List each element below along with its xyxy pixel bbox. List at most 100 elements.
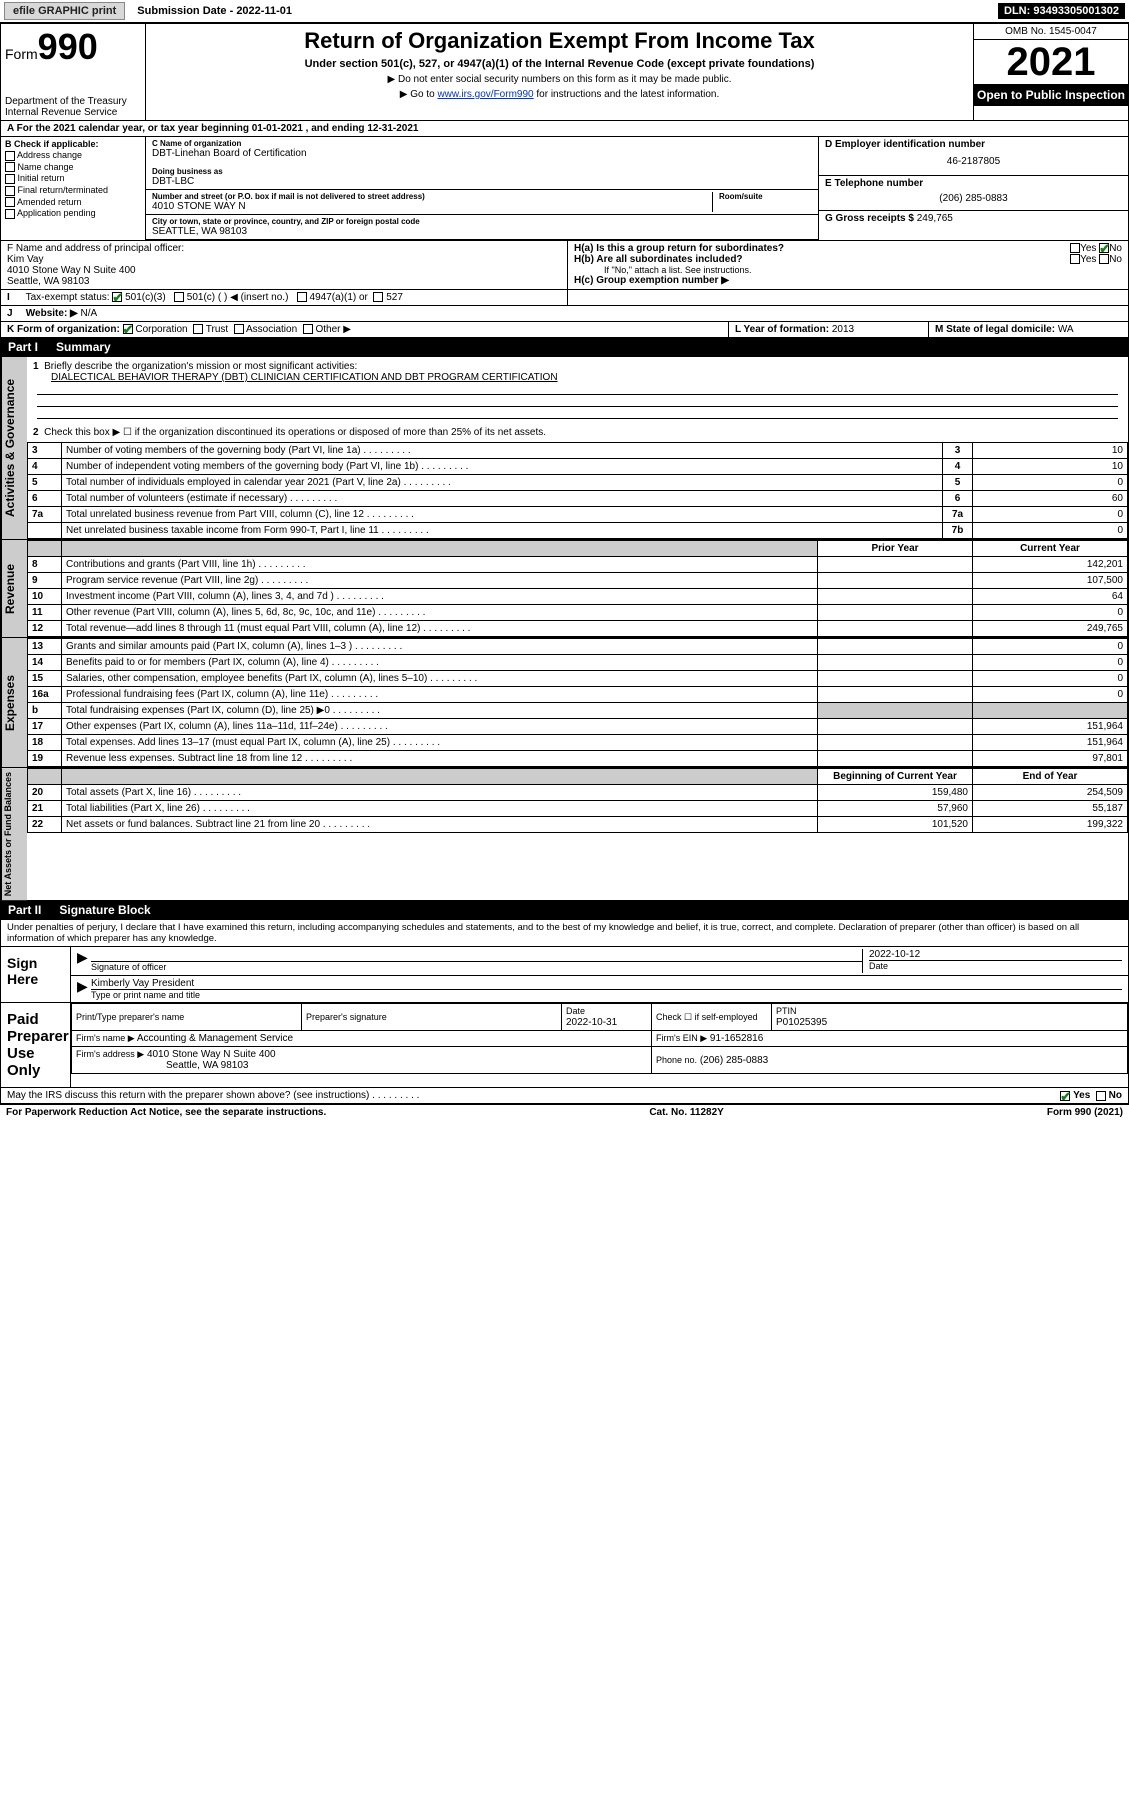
sign-here-label: Sign Here: [1, 947, 71, 1002]
firm-addr1: 4010 Stone Way N Suite 400: [147, 1049, 276, 1060]
firm-name: Accounting & Management Service: [137, 1033, 293, 1044]
line-desc: Benefits paid to or for members (Part IX…: [62, 655, 818, 671]
firm-addr2: Seattle, WA 98103: [76, 1060, 248, 1071]
line-desc: Total assets (Part X, line 16): [62, 785, 818, 801]
sig-arrow-icon-2: ▶: [77, 978, 91, 1000]
line-desc: Professional fundraising fees (Part IX, …: [62, 687, 818, 703]
lbl-initial-return: Initial return: [18, 173, 65, 183]
legal-domicile: WA: [1058, 324, 1074, 335]
current-value: 64: [973, 589, 1128, 605]
chk-name-change[interactable]: [5, 162, 15, 172]
form-title-block: Return of Organization Exempt From Incom…: [146, 24, 973, 120]
line-value: 0: [973, 475, 1128, 491]
signature-block: Under penalties of perjury, I declare th…: [0, 919, 1129, 1104]
lbl-application-pending: Application pending: [17, 208, 96, 218]
officer-name: Kim Vay: [7, 254, 561, 265]
phone-value: (206) 285-0883: [825, 189, 1122, 208]
form-note-1: ▶ Do not enter social security numbers o…: [152, 74, 967, 85]
part1-title: Summary: [56, 340, 111, 354]
expenses-block: Expenses 13 Grants and similar amounts p…: [0, 638, 1129, 768]
chk-initial-return[interactable]: [5, 174, 15, 184]
chk-trust[interactable]: [193, 324, 203, 334]
vlabel-revenue: Revenue: [1, 540, 27, 637]
current-value: 55,187: [973, 801, 1128, 817]
chk-ha-no[interactable]: [1099, 243, 1109, 253]
section-f: F Name and address of principal officer:…: [1, 241, 568, 289]
year-formation: 2013: [832, 324, 854, 335]
perjury-declaration: Under penalties of perjury, I declare th…: [1, 920, 1128, 946]
chk-discuss-no[interactable]: [1096, 1091, 1106, 1101]
prep-name-label: Print/Type preparer's name: [76, 1012, 184, 1022]
line-number: 18: [28, 735, 62, 751]
governance-block: Activities & Governance 1 Briefly descri…: [0, 356, 1129, 540]
efile-print-button[interactable]: efile GRAPHIC print: [4, 2, 125, 20]
sign-here-block: Sign Here ▶ Signature of officer 2022-10…: [1, 946, 1128, 1002]
current-value: 97,801: [973, 751, 1128, 767]
m-label: M State of legal domicile:: [935, 324, 1055, 335]
sig-date-value: 2022-10-12: [869, 949, 1122, 960]
chk-hb-yes[interactable]: [1070, 254, 1080, 264]
chk-discuss-yes[interactable]: [1060, 1091, 1070, 1101]
form-header: Form990 Department of the Treasury Inter…: [0, 23, 1129, 120]
current-value: 254,509: [973, 785, 1128, 801]
line-box: 5: [943, 475, 973, 491]
line-value: 0: [973, 507, 1128, 523]
line-number: 8: [28, 557, 62, 573]
line-value: 0: [973, 523, 1128, 539]
line-number: 21: [28, 801, 62, 817]
dba-label: Doing business as: [152, 167, 812, 176]
prior-value: 159,480: [818, 785, 973, 801]
section-l: L Year of formation: 2013: [728, 322, 928, 337]
city-label: City or town, state or province, country…: [152, 217, 812, 226]
chk-corp[interactable]: [123, 324, 133, 334]
chk-application-pending[interactable]: [5, 209, 15, 219]
section-d-e-g: D Employer identification number 46-2187…: [818, 137, 1128, 240]
line-number: [28, 523, 62, 539]
k-label: K Form of organization:: [7, 324, 120, 335]
chk-other[interactable]: [303, 324, 313, 334]
prior-value: [818, 557, 973, 573]
lbl-501c: 501(c) ( ) ◀ (insert no.): [187, 292, 289, 303]
chk-amended-return[interactable]: [5, 197, 15, 207]
chk-501c3[interactable]: [112, 292, 122, 302]
chk-final-return[interactable]: [5, 186, 15, 196]
lbl-yes2: Yes: [1080, 254, 1096, 265]
chk-4947[interactable]: [297, 292, 307, 302]
line-number: 5: [28, 475, 62, 491]
officer-addr1: 4010 Stone Way N Suite 400: [7, 265, 561, 276]
prior-value: [818, 605, 973, 621]
form-note-2: ▶ Go to www.irs.gov/Form990 for instruct…: [152, 89, 967, 100]
lbl-address-change: Address change: [17, 150, 82, 160]
line-number: 9: [28, 573, 62, 589]
line-number: 22: [28, 817, 62, 833]
line-a-tax-year: A For the 2021 calendar year, or tax yea…: [1, 121, 1128, 137]
j-label: Website: ▶: [26, 308, 78, 319]
line-box: 4: [943, 459, 973, 475]
prep-date-value: 2022-10-31: [566, 1017, 617, 1028]
footer-right: Form 990 (2021): [1047, 1107, 1123, 1118]
expenses-table: 13 Grants and similar amounts paid (Part…: [27, 638, 1128, 767]
firm-name-label: Firm's name ▶: [76, 1033, 135, 1043]
firm-phone: (206) 285-0883: [700, 1055, 768, 1066]
chk-address-change[interactable]: [5, 151, 15, 161]
chk-assoc[interactable]: [234, 324, 244, 334]
firm-phone-label: Phone no.: [656, 1055, 697, 1065]
chk-hb-no[interactable]: [1099, 254, 1109, 264]
line-desc: Total expenses. Add lines 13–17 (must eq…: [62, 735, 818, 751]
line-desc: Salaries, other compensation, employee b…: [62, 671, 818, 687]
line2-label: Check this box ▶ ☐ if the organization d…: [44, 427, 546, 438]
line-number: 17: [28, 719, 62, 735]
chk-ha-yes[interactable]: [1070, 243, 1080, 253]
mission-text: DIALECTICAL BEHAVIOR THERAPY (DBT) CLINI…: [33, 372, 558, 383]
hb-note: If "No," attach a list. See instructions…: [574, 265, 1122, 275]
line-desc: Total revenue—add lines 8 through 11 (mu…: [62, 621, 818, 637]
current-value: 151,964: [973, 735, 1128, 751]
chk-501c[interactable]: [174, 292, 184, 302]
form990-link[interactable]: www.irs.gov/Form990: [437, 89, 533, 100]
form-subtitle: Under section 501(c), 527, or 4947(a)(1)…: [152, 58, 967, 70]
chk-527[interactable]: [373, 292, 383, 302]
street-address: 4010 STONE WAY N: [152, 201, 712, 212]
officer-name-title: Kimberly Vay President: [91, 978, 1122, 990]
line-desc: Program service revenue (Part VIII, line…: [62, 573, 818, 589]
self-employed-check[interactable]: Check ☐ if self-employed: [656, 1012, 758, 1022]
